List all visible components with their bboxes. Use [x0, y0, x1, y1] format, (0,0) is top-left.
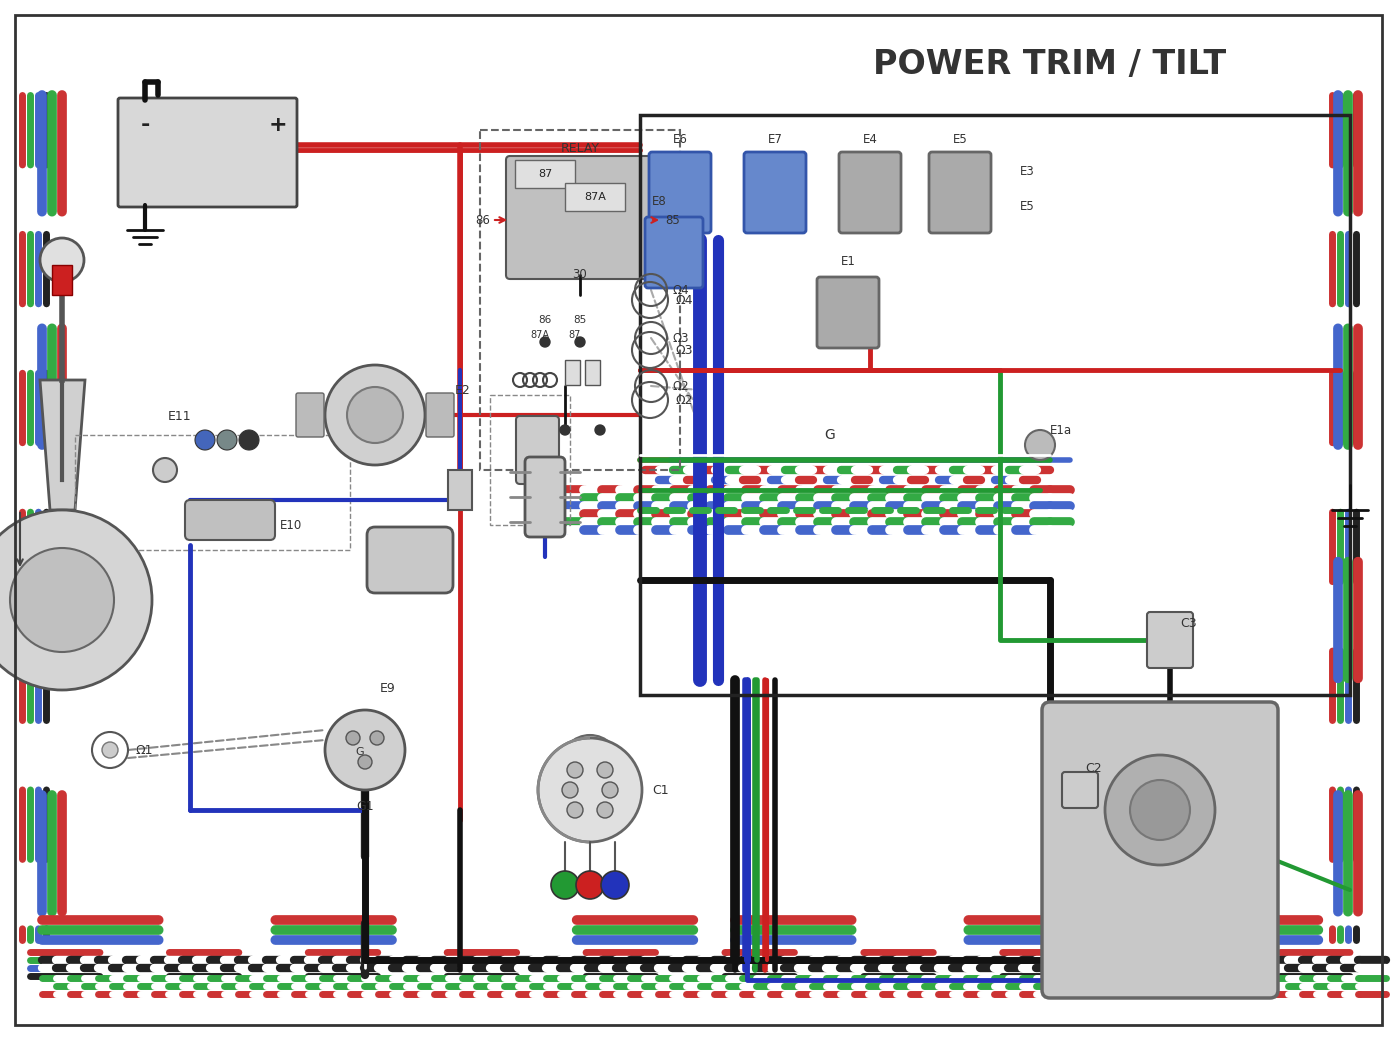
- Text: RELAY: RELAY: [560, 142, 599, 155]
- FancyBboxPatch shape: [184, 500, 275, 540]
- Circle shape: [326, 710, 405, 790]
- Text: 87: 87: [569, 330, 581, 340]
- Text: E9: E9: [380, 682, 395, 695]
- Text: E11: E11: [168, 410, 191, 423]
- Circle shape: [567, 802, 583, 818]
- Circle shape: [538, 738, 643, 842]
- Bar: [515, 160, 576, 188]
- Circle shape: [370, 731, 384, 745]
- Circle shape: [41, 238, 84, 282]
- FancyBboxPatch shape: [1147, 612, 1193, 668]
- Circle shape: [196, 430, 215, 450]
- Text: E4: E4: [862, 133, 877, 146]
- Circle shape: [326, 365, 425, 465]
- Circle shape: [576, 872, 604, 899]
- Circle shape: [1025, 430, 1055, 460]
- Text: E10: E10: [279, 519, 302, 531]
- Bar: [585, 360, 599, 385]
- Circle shape: [576, 337, 585, 347]
- FancyBboxPatch shape: [117, 98, 298, 207]
- Circle shape: [550, 872, 578, 899]
- FancyBboxPatch shape: [817, 277, 879, 348]
- Circle shape: [562, 782, 578, 798]
- Circle shape: [595, 425, 605, 435]
- Circle shape: [102, 742, 117, 758]
- Text: +: +: [268, 115, 288, 135]
- Text: C3: C3: [1180, 617, 1197, 630]
- Text: E5: E5: [1020, 200, 1035, 213]
- FancyBboxPatch shape: [525, 457, 564, 537]
- Circle shape: [1105, 755, 1215, 865]
- Bar: [52, 265, 73, 295]
- Text: 87A: 87A: [531, 330, 549, 340]
- Bar: [75, 435, 351, 550]
- Bar: [564, 183, 624, 211]
- Text: C2: C2: [1085, 762, 1102, 775]
- Circle shape: [154, 458, 177, 482]
- FancyBboxPatch shape: [1062, 772, 1098, 808]
- Circle shape: [567, 762, 583, 778]
- FancyBboxPatch shape: [929, 152, 990, 233]
- FancyBboxPatch shape: [426, 393, 454, 437]
- FancyBboxPatch shape: [840, 152, 901, 233]
- Text: E5: E5: [953, 133, 967, 146]
- Circle shape: [560, 735, 620, 795]
- Circle shape: [597, 762, 613, 778]
- Text: E8: E8: [652, 196, 666, 208]
- Circle shape: [358, 755, 372, 769]
- Text: Ω3: Ω3: [675, 343, 693, 357]
- FancyBboxPatch shape: [506, 156, 654, 279]
- Text: E3: E3: [1020, 165, 1035, 178]
- Text: E6: E6: [672, 133, 687, 146]
- Text: Ω4: Ω4: [675, 293, 693, 307]
- Circle shape: [541, 337, 550, 347]
- Text: E2: E2: [455, 384, 471, 397]
- Text: 86: 86: [538, 315, 552, 326]
- Circle shape: [239, 430, 258, 450]
- FancyBboxPatch shape: [745, 152, 806, 233]
- Circle shape: [601, 872, 629, 899]
- Circle shape: [0, 510, 152, 690]
- Text: E1: E1: [841, 255, 855, 268]
- Text: Ω4: Ω4: [672, 284, 689, 296]
- Circle shape: [217, 430, 237, 450]
- Text: C1: C1: [652, 783, 669, 797]
- Text: Ω1: Ω1: [136, 744, 152, 756]
- Text: E7: E7: [767, 133, 782, 146]
- Bar: [490, 395, 570, 525]
- Circle shape: [560, 425, 570, 435]
- Text: 85: 85: [573, 315, 587, 326]
- FancyBboxPatch shape: [296, 393, 324, 437]
- Circle shape: [1130, 780, 1190, 840]
- Text: 30: 30: [573, 268, 587, 281]
- Text: -: -: [140, 115, 149, 135]
- Text: Ω2: Ω2: [675, 393, 693, 407]
- Text: E1a: E1a: [1051, 423, 1071, 437]
- FancyBboxPatch shape: [645, 217, 703, 288]
- Text: 86: 86: [475, 213, 490, 227]
- Bar: [448, 470, 472, 510]
- FancyBboxPatch shape: [1042, 702, 1278, 998]
- Bar: [564, 360, 580, 385]
- FancyBboxPatch shape: [650, 152, 711, 233]
- Text: G: G: [824, 428, 835, 442]
- Text: 85: 85: [665, 213, 680, 227]
- FancyBboxPatch shape: [515, 416, 559, 484]
- Circle shape: [346, 387, 402, 443]
- Bar: [640, 115, 1350, 695]
- Text: G: G: [356, 747, 365, 757]
- Circle shape: [602, 782, 617, 798]
- Text: POWER TRIM / TILT: POWER TRIM / TILT: [873, 48, 1227, 81]
- FancyBboxPatch shape: [367, 527, 453, 593]
- Text: Ω2: Ω2: [672, 380, 689, 392]
- Circle shape: [10, 548, 115, 652]
- Polygon shape: [41, 380, 85, 510]
- Text: 87A: 87A: [584, 192, 606, 202]
- Circle shape: [597, 802, 613, 818]
- Text: 87: 87: [538, 170, 552, 179]
- Text: Ω3: Ω3: [672, 332, 689, 344]
- Bar: [481, 130, 680, 470]
- Text: G1: G1: [356, 800, 374, 813]
- Circle shape: [346, 731, 360, 745]
